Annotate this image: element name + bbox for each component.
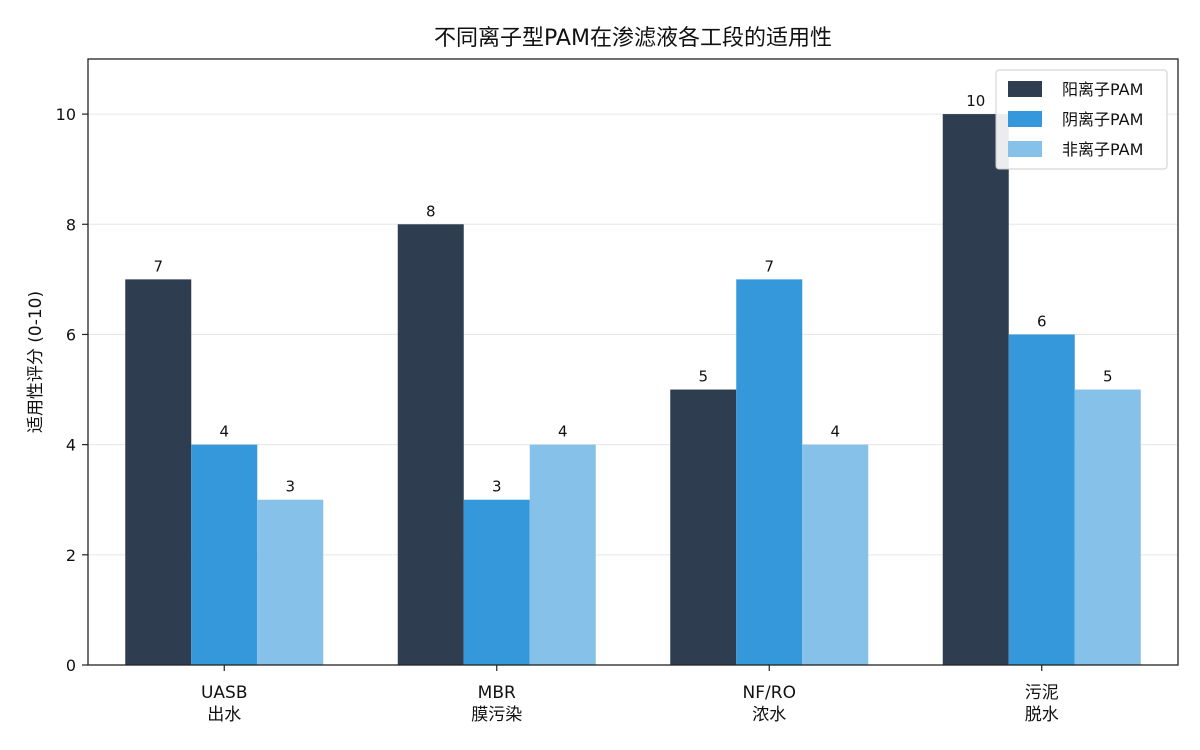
x-tick-label: 浓水 (752, 705, 786, 725)
y-tick-label: 6 (66, 325, 76, 344)
x-tick-label: UASB (201, 683, 248, 703)
bar (529, 444, 596, 665)
bar-value-label: 5 (698, 368, 708, 386)
bar (125, 279, 192, 665)
y-tick-label: 8 (66, 215, 76, 234)
y-tick-label: 0 (66, 656, 76, 675)
bar (463, 499, 530, 665)
y-tick-label: 4 (66, 436, 76, 455)
data-labels: 7 8 5 10 4 3 7 6 3 4 4 5 (153, 92, 1112, 496)
bar-value-label: 5 (1103, 368, 1113, 386)
bar-value-label: 6 (1037, 312, 1047, 330)
bar-value-label: 4 (219, 423, 229, 441)
x-tick-label: MBR (478, 683, 516, 703)
x-tick-label: 脱水 (1025, 705, 1059, 725)
y-tick-label: 10 (56, 105, 76, 124)
x-tick-label: 污泥 (1025, 683, 1059, 703)
legend-swatch (1008, 141, 1042, 157)
x-tick-label: 出水 (207, 705, 241, 725)
plot-frame (87, 58, 1179, 666)
bar (397, 224, 464, 666)
bar (670, 389, 737, 665)
x-tick-label: NF/RO (743, 683, 796, 703)
bars (125, 114, 1141, 666)
bar (1008, 334, 1075, 665)
legend-swatch (1008, 111, 1042, 127)
y-axis-label: 适用性评分 (0-10) (26, 291, 46, 433)
bar-value-label: 3 (285, 478, 295, 496)
bar (942, 114, 1009, 665)
bar-value-label: 4 (558, 423, 568, 441)
legend-swatch (1008, 81, 1042, 97)
y-tick-label: 2 (66, 546, 76, 565)
bar-value-label: 3 (492, 478, 502, 496)
bar (257, 499, 324, 665)
bar (736, 279, 803, 665)
legend-label: 阳离子PAM (1062, 80, 1143, 99)
legend-label: 非离子PAM (1062, 140, 1143, 159)
chart-title: 不同离子型PAM在渗滤液各工段的适用性 (434, 26, 832, 51)
bar-value-label: 10 (966, 92, 985, 110)
bar (1074, 389, 1141, 665)
bar (802, 444, 869, 665)
x-tick-label: 膜污染 (471, 705, 522, 725)
legend: 阳离子PAM 阴离子PAM 非离子PAM (995, 69, 1168, 170)
legend-label: 阴离子PAM (1062, 110, 1143, 129)
bar-value-label: 4 (830, 423, 840, 441)
bar-value-label: 8 (426, 202, 436, 220)
bar-value-label: 7 (764, 257, 774, 275)
bar-value-label: 7 (153, 257, 163, 275)
bar (191, 444, 258, 665)
